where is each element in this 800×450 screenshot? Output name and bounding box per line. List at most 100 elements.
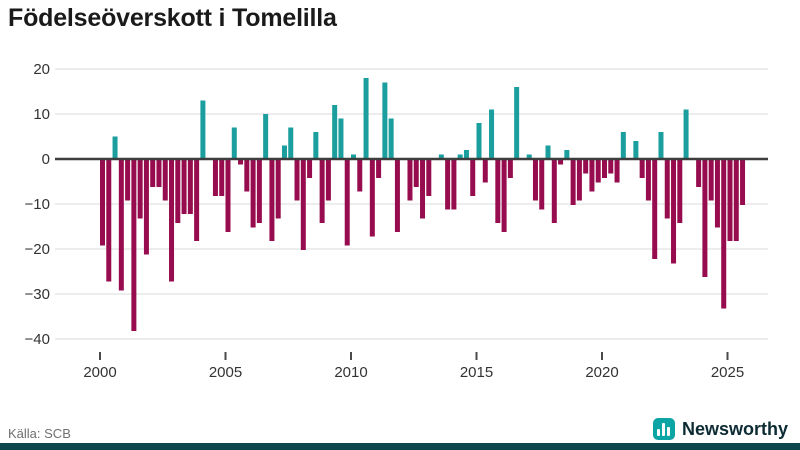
bar-2007Q1	[275, 160, 281, 219]
bar-2018Q3	[564, 150, 570, 159]
bar-2000Q2	[106, 160, 112, 282]
bar-2001Q1	[125, 160, 131, 201]
bar-2016Q1	[501, 160, 507, 232]
bar-2002Q2	[156, 160, 162, 187]
bar-2003Q4	[194, 160, 200, 241]
bar-2016Q3	[514, 87, 520, 159]
bar-2020Q4	[620, 132, 626, 159]
bar-2017Q3	[539, 160, 545, 210]
bar-2011Q1	[376, 160, 382, 178]
bar-2000Q3	[112, 136, 118, 159]
bar-2004Q4	[219, 160, 225, 196]
bar-2021Q4	[645, 160, 651, 201]
bar-2013Q1	[426, 160, 432, 196]
bar-2020Q1	[602, 160, 607, 178]
bar-2017Q2	[532, 160, 538, 201]
bar-2004Q3	[212, 160, 218, 196]
bar-2024Q4	[721, 160, 727, 309]
y-axis-label: −10	[25, 196, 50, 213]
x-axis-label: 2000	[83, 364, 116, 381]
bar-2008Q1	[300, 160, 306, 250]
y-axis-label: −40	[25, 331, 50, 348]
bar-2010Q4	[369, 160, 375, 237]
bar-2021Q2	[633, 141, 639, 159]
bar-2010Q2	[357, 160, 363, 192]
y-axis-label: −20	[25, 241, 50, 258]
x-axis-label: 2020	[585, 364, 618, 381]
bar-2018Q1	[551, 160, 557, 223]
bar-2014Q2	[457, 154, 463, 159]
bar-2006Q1	[250, 160, 256, 228]
source-note: Källa: SCB	[8, 426, 71, 441]
bar-2014Q1	[451, 160, 457, 210]
bar-2019Q2	[583, 160, 589, 174]
bar-2023Q1	[677, 160, 683, 223]
bar-2003Q2	[181, 160, 187, 214]
bar-2016Q2	[507, 160, 513, 178]
bar-2019Q4	[595, 160, 601, 183]
bar-2013Q4	[445, 160, 451, 210]
bar-2015Q1	[476, 123, 482, 159]
bar-2021Q3	[639, 160, 645, 178]
bar-2018Q4	[570, 160, 576, 205]
y-axis-label: 20	[33, 61, 50, 78]
bar-2001Q4	[143, 160, 149, 255]
bar-2022Q4	[671, 160, 677, 264]
bar-2002Q4	[169, 160, 175, 282]
bar-2011Q2	[382, 82, 388, 159]
bar-2011Q4	[394, 160, 400, 232]
bar-2001Q3	[137, 160, 143, 219]
bar-2007Q3	[288, 127, 294, 159]
newsworthy-logo: Newsworthy	[652, 418, 788, 440]
bar-2000Q4	[118, 160, 124, 291]
bar-2005Q2	[231, 127, 237, 159]
bar-2005Q1	[225, 160, 231, 232]
bar-2020Q2	[608, 160, 614, 174]
bar-2024Q3	[714, 160, 720, 228]
x-axis-label: 2015	[460, 364, 493, 381]
bar-2022Q2	[658, 132, 664, 159]
bar-2014Q3	[463, 150, 469, 159]
bar-2015Q4	[495, 160, 501, 223]
bar-2006Q4	[269, 160, 275, 241]
bar-2012Q3	[413, 160, 419, 187]
bar-2006Q2	[256, 160, 262, 223]
page-title: Födelseöverskott i Tomelilla	[8, 4, 337, 32]
bar-2007Q4	[294, 160, 300, 201]
bar-2008Q2	[307, 160, 313, 178]
x-axis-label: 2010	[334, 364, 367, 381]
bar-2005Q3	[238, 160, 244, 165]
x-axis-label: 2005	[209, 364, 242, 381]
bar-2015Q2	[482, 160, 488, 183]
bar-2019Q3	[589, 160, 595, 192]
bar-2025Q2	[733, 160, 739, 241]
bar-2009Q4	[344, 160, 350, 246]
bar-2003Q1	[175, 160, 181, 223]
bar-2017Q4	[545, 145, 551, 159]
bar-2022Q3	[664, 160, 670, 219]
bar-2018Q2	[558, 160, 564, 165]
bar-2006Q3	[263, 114, 269, 159]
y-axis-label: −30	[25, 286, 50, 303]
bar-2002Q1	[150, 160, 156, 187]
bar-2009Q3	[338, 118, 344, 159]
bar-2019Q1	[576, 160, 582, 201]
bar-2000Q1	[100, 160, 105, 246]
bar-2002Q3	[162, 160, 168, 201]
bar-2010Q1	[351, 154, 356, 159]
x-axis-label: 2025	[711, 364, 744, 381]
bar-2011Q3	[388, 118, 394, 159]
bar-2020Q3	[614, 160, 620, 183]
bar-2013Q3	[438, 154, 444, 159]
bar-2010Q3	[363, 78, 369, 159]
brand-name: Newsworthy	[681, 418, 788, 439]
bar-2022Q1	[652, 160, 658, 259]
bar-2005Q4	[244, 160, 250, 192]
bar-2003Q3	[187, 160, 193, 214]
bar-2017Q1	[526, 154, 532, 159]
bar-2007Q2	[281, 145, 287, 159]
bar-chart-icon	[652, 418, 675, 440]
bar-2024Q1	[702, 160, 708, 277]
